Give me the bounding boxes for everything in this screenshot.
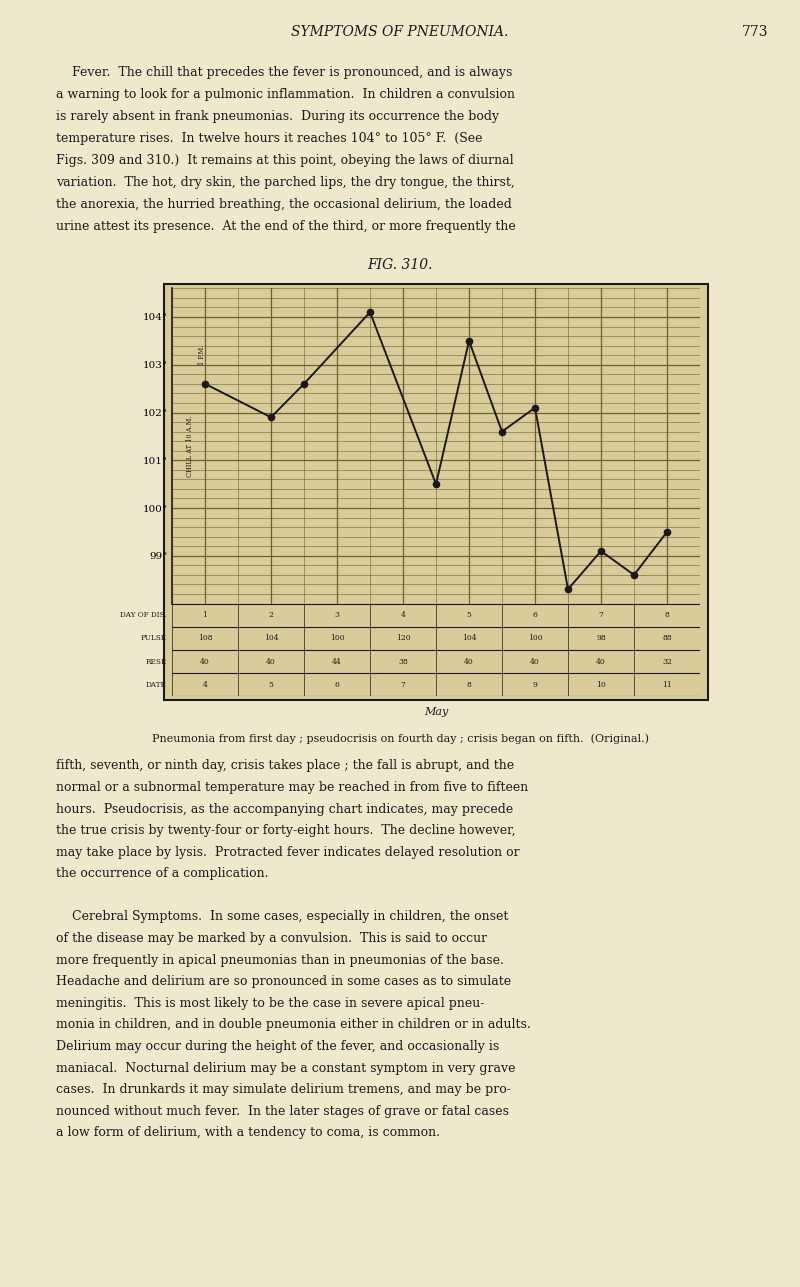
Text: 40: 40 [530,658,540,665]
Text: 108: 108 [198,634,212,642]
Text: the true crisis by twenty-four or forty-eight hours.  The decline however,: the true crisis by twenty-four or forty-… [56,824,516,837]
Text: Headache and delirium are so pronounced in some cases as to simulate: Headache and delirium are so pronounced … [56,976,511,988]
Text: meningitis.  This is most likely to be the case in severe apical pneu-: meningitis. This is most likely to be th… [56,997,484,1010]
Text: a warning to look for a pulmonic inflammation.  In children a convulsion: a warning to look for a pulmonic inflamm… [56,88,515,100]
Text: 120: 120 [396,634,410,642]
Text: hours.  Pseudocrisis, as the accompanying chart indicates, may precede: hours. Pseudocrisis, as the accompanying… [56,803,514,816]
Text: fifth, seventh, or ninth day, crisis takes place ; the fall is abrupt, and the: fifth, seventh, or ninth day, crisis tak… [56,759,514,772]
Text: 6: 6 [533,611,538,619]
Text: more frequently in apical pneumonias than in pneumonias of the base.: more frequently in apical pneumonias tha… [56,954,504,967]
Text: RESP.: RESP. [146,658,166,665]
Text: cases.  In drunkards it may simulate delirium tremens, and may be pro-: cases. In drunkards it may simulate deli… [56,1084,511,1097]
Text: nounced without much fever.  In the later stages of grave or fatal cases: nounced without much fever. In the later… [56,1104,509,1118]
Text: temperature rises.  In twelve hours it reaches 104° to 105° F.  (See: temperature rises. In twelve hours it re… [56,131,482,144]
Text: May: May [424,707,448,717]
Text: 8: 8 [665,611,670,619]
Text: Delirium may occur during the height of the fever, and occasionally is: Delirium may occur during the height of … [56,1040,499,1053]
Text: PULSE: PULSE [141,634,166,642]
Text: CHILL AT 10 A.M.: CHILL AT 10 A.M. [186,416,194,476]
Text: 32: 32 [662,658,672,665]
Text: 88: 88 [662,634,672,642]
Text: maniacal.  Nocturnal delirium may be a constant symptom in very grave: maniacal. Nocturnal delirium may be a co… [56,1062,515,1075]
Text: a low form of delirium, with a tendency to coma, is common.: a low form of delirium, with a tendency … [56,1126,440,1139]
Text: Figs. 309 and 310.)  It remains at this point, obeying the laws of diurnal: Figs. 309 and 310.) It remains at this p… [56,154,514,167]
Text: 10: 10 [596,681,606,689]
Text: 6: 6 [334,681,339,689]
Text: Cerebral Symptoms.  In some cases, especially in children, the onset: Cerebral Symptoms. In some cases, especi… [56,910,508,924]
Text: 40: 40 [596,658,606,665]
Text: 5: 5 [466,611,471,619]
Text: 9: 9 [533,681,538,689]
Text: 104: 104 [264,634,278,642]
Text: 5: 5 [269,681,274,689]
Text: 4: 4 [202,681,207,689]
Text: DAY OF DIS.: DAY OF DIS. [120,611,166,619]
Text: 1 P.M.: 1 P.M. [198,345,206,366]
Text: 40: 40 [464,658,474,665]
Text: 38: 38 [398,658,408,665]
Text: the anorexia, the hurried breathing, the occasional delirium, the loaded: the anorexia, the hurried breathing, the… [56,198,512,211]
Text: 773: 773 [742,26,768,39]
Text: 40: 40 [200,658,210,665]
Text: 3: 3 [334,611,339,619]
Text: 40: 40 [266,658,276,665]
Text: of the disease may be marked by a convulsion.  This is said to occur: of the disease may be marked by a convul… [56,932,487,945]
Text: is rarely absent in frank pneumonias.  During its occurrence the body: is rarely absent in frank pneumonias. Du… [56,109,499,122]
Text: FIG. 310.: FIG. 310. [367,259,433,272]
Text: normal or a subnormal temperature may be reached in from five to fifteen: normal or a subnormal temperature may be… [56,781,528,794]
Text: 100: 100 [330,634,344,642]
Text: 7: 7 [401,681,406,689]
Text: Pneumonia from first day ; pseudocrisis on fourth day ; crisis began on fifth.  : Pneumonia from first day ; pseudocrisis … [151,734,649,744]
Text: 104: 104 [462,634,476,642]
Text: monia in children, and in double pneumonia either in children or in adults.: monia in children, and in double pneumon… [56,1018,530,1031]
Text: SYMPTOMS OF PNEUMONIA.: SYMPTOMS OF PNEUMONIA. [291,26,509,39]
Text: 7: 7 [598,611,603,619]
Text: Fever.  The chill that precedes the fever is pronounced, and is always: Fever. The chill that precedes the fever… [56,66,512,79]
Text: DATE: DATE [146,681,166,689]
Text: 11: 11 [662,681,672,689]
Text: 8: 8 [466,681,471,689]
Text: may take place by lysis.  Protracted fever indicates delayed resolution or: may take place by lysis. Protracted feve… [56,846,520,858]
Text: urine attest its presence.  At the end of the third, or more frequently the: urine attest its presence. At the end of… [56,220,516,233]
Text: the occurrence of a complication.: the occurrence of a complication. [56,867,269,880]
Text: 44: 44 [332,658,342,665]
Text: 98: 98 [596,634,606,642]
Text: 1: 1 [202,611,207,619]
Text: 4: 4 [401,611,406,619]
Text: variation.  The hot, dry skin, the parched lips, the dry tongue, the thirst,: variation. The hot, dry skin, the parche… [56,176,514,189]
Text: 2: 2 [269,611,274,619]
Text: 100: 100 [528,634,542,642]
